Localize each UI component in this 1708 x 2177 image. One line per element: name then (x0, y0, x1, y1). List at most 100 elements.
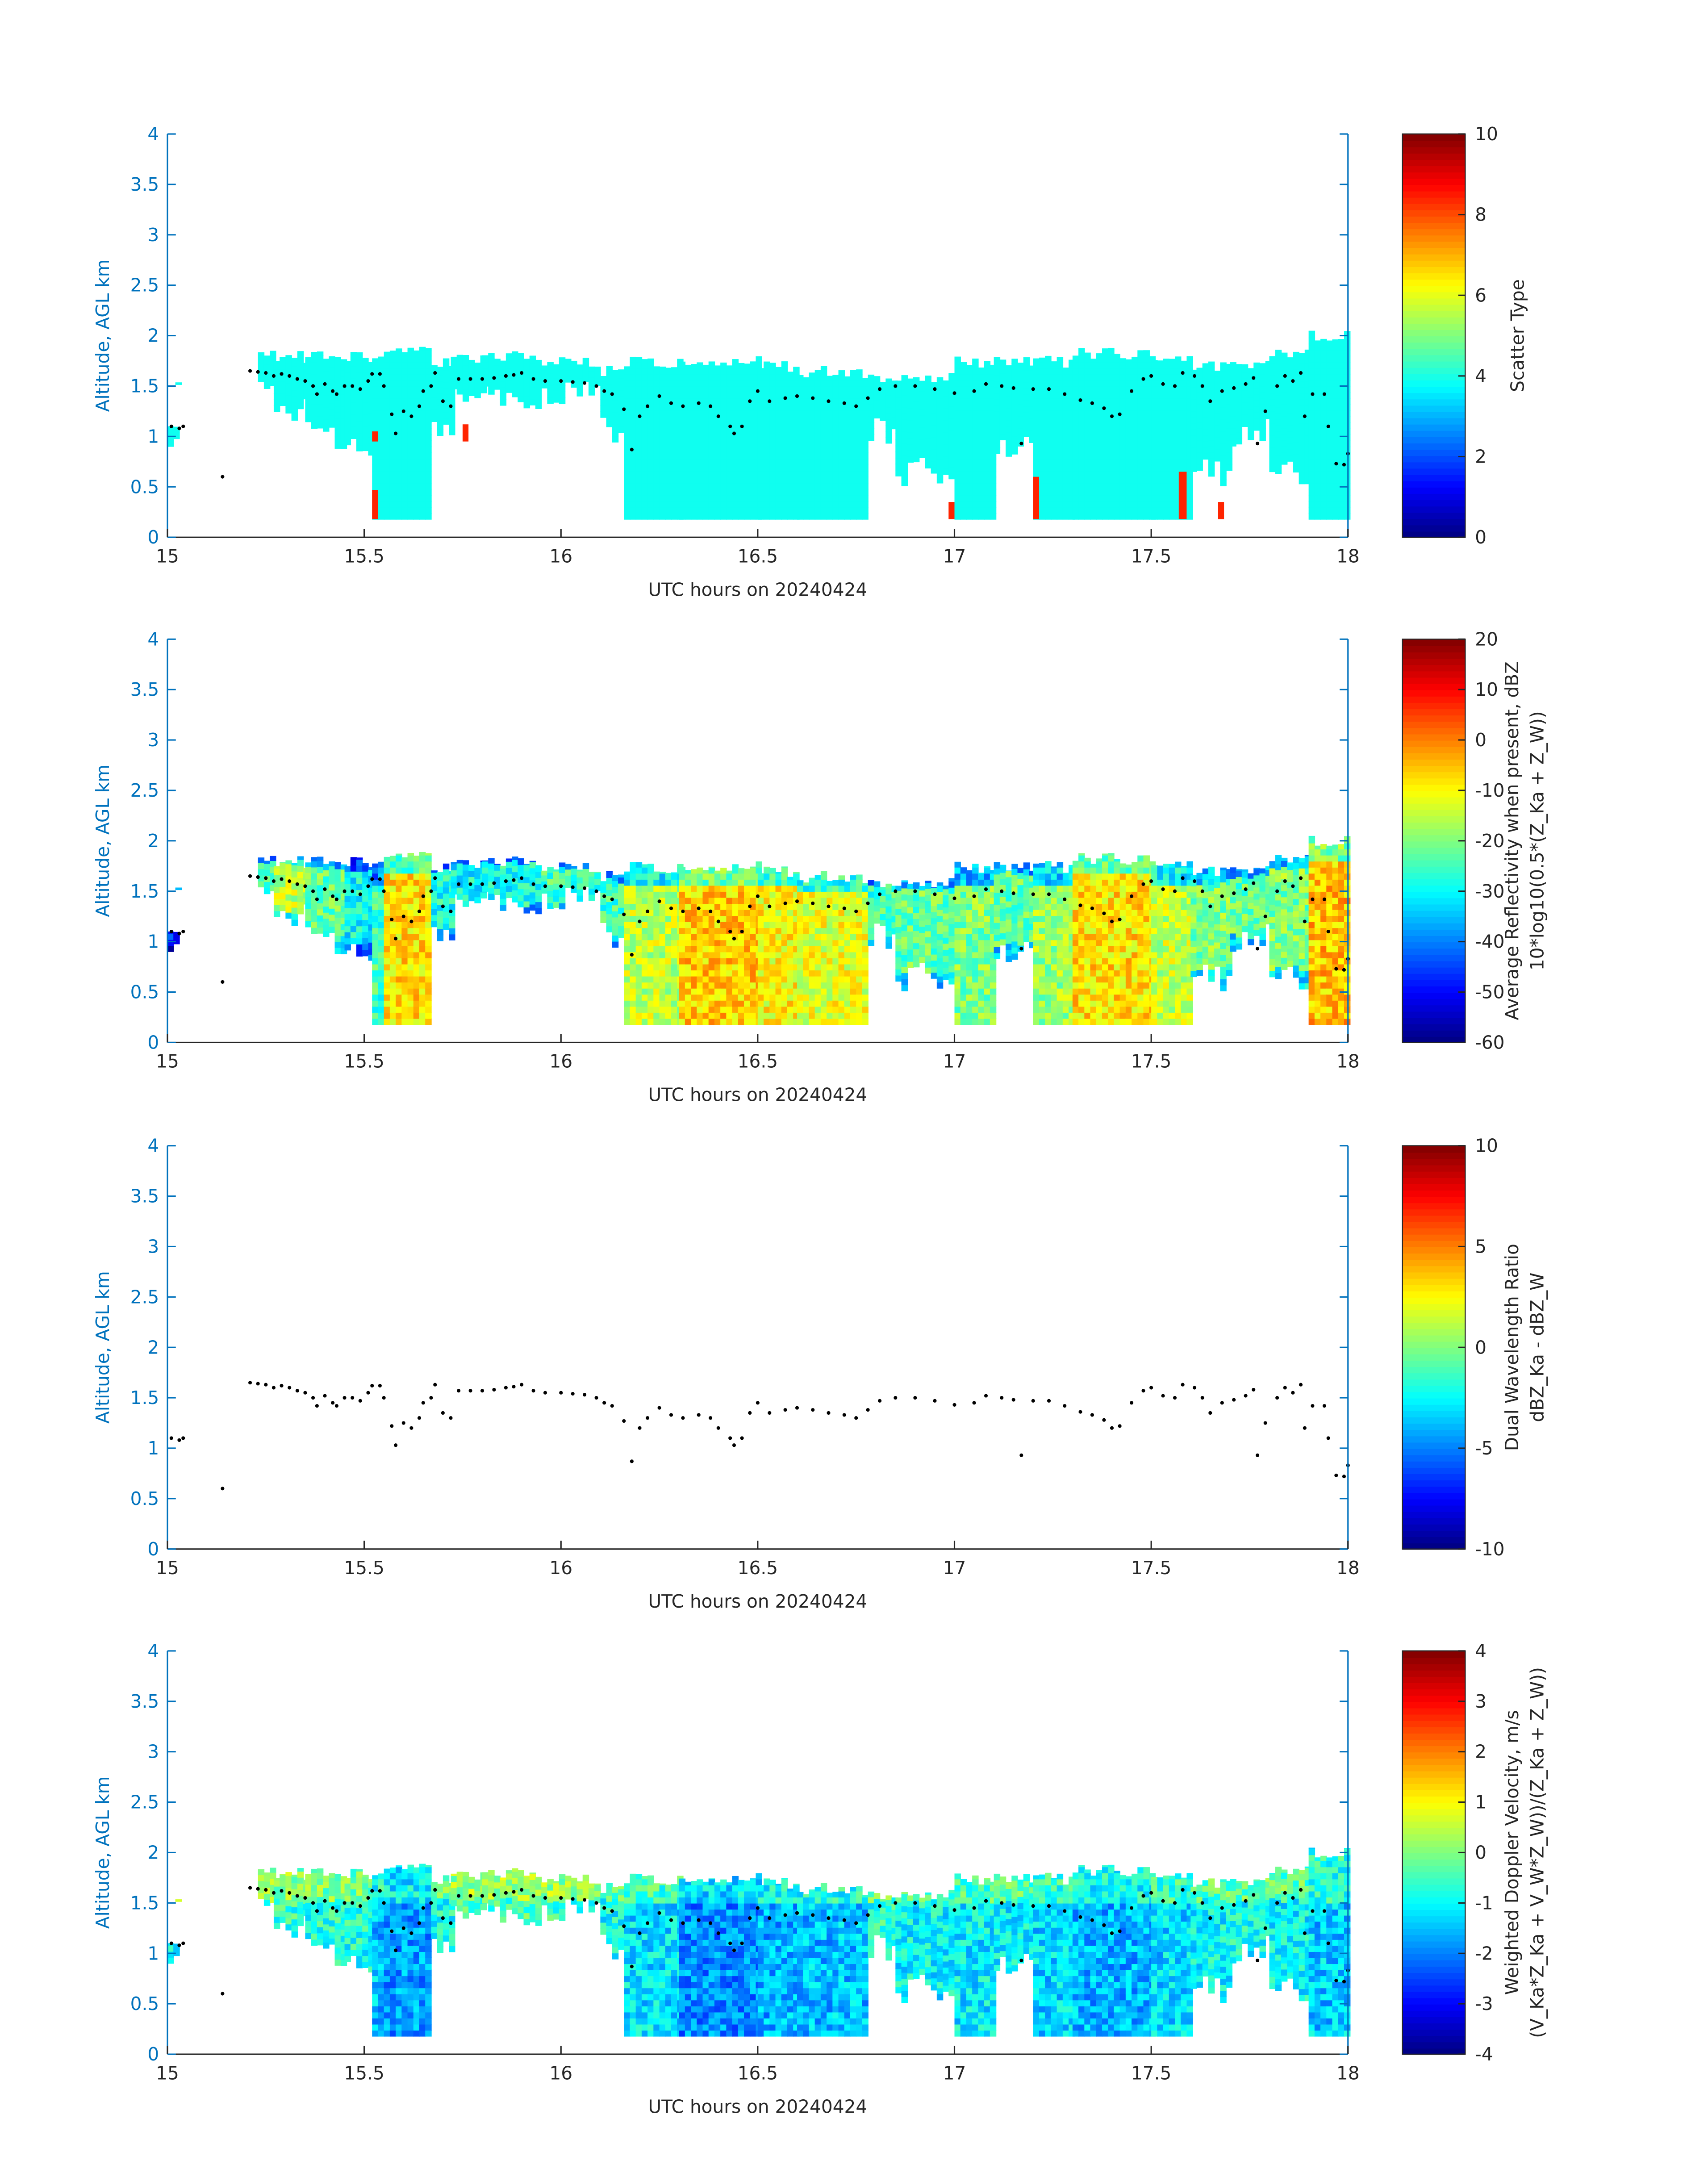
heatmap-cell (775, 440, 782, 447)
heatmap-cell (1308, 355, 1315, 363)
heatmap-cell (832, 416, 839, 423)
heatmap-cell (659, 404, 666, 411)
heatmap-cell (1033, 464, 1040, 472)
heatmap-cell (468, 371, 475, 378)
heatmap-cell (647, 976, 654, 983)
heatmap-cell (931, 449, 938, 455)
heatmap-cell (972, 464, 979, 472)
heatmap-cell (1175, 452, 1182, 460)
heatmap-cell (518, 864, 524, 871)
heatmap-cell (943, 408, 949, 414)
heatmap-cell (474, 373, 481, 380)
heatmap-cell (588, 882, 595, 889)
heatmap-cell (384, 410, 391, 417)
heatmap-cell (1125, 410, 1132, 417)
heatmap-cell (1119, 428, 1127, 435)
heatmap-cell (258, 357, 265, 364)
heatmap-cell (931, 382, 938, 389)
heatmap-cell (419, 513, 426, 520)
heatmap-cell (948, 442, 955, 449)
heatmap-cell (797, 434, 804, 441)
heatmap-cell (456, 355, 464, 359)
heatmap-cell (1175, 392, 1182, 399)
heatmap-cell (1108, 428, 1115, 435)
heatmap-cell (384, 351, 391, 356)
heatmap-cell (1214, 437, 1221, 443)
heatmap-cell (1039, 380, 1046, 387)
heatmap-cell (1214, 430, 1221, 438)
heatmap-cell (523, 907, 530, 914)
heatmap-cell (1269, 356, 1276, 364)
heatmap-cell (1114, 446, 1120, 453)
heatmap-cell (925, 407, 931, 414)
heatmap-cell (978, 471, 985, 477)
heatmap-cell (407, 350, 414, 356)
heatmap-cell (1163, 434, 1170, 441)
heatmap-cell (1196, 368, 1203, 374)
heatmap-cell (1293, 411, 1299, 418)
heatmap-cell (280, 898, 286, 905)
heatmap-cell (671, 921, 678, 928)
heatmap-cell (273, 387, 280, 394)
cloud-top-point (401, 409, 405, 413)
heatmap-cell (1181, 360, 1187, 363)
heatmap-cell (960, 464, 967, 472)
heatmap-cell (647, 873, 654, 880)
heatmap-cell (413, 410, 420, 417)
heatmap-cell (954, 422, 961, 429)
heatmap-cell (1275, 467, 1282, 474)
heatmap-cell (885, 437, 892, 444)
heatmap-cell (389, 927, 397, 934)
heatmap-cell (362, 895, 369, 902)
heatmap-cell (1344, 471, 1351, 477)
heatmap-cell (329, 409, 335, 416)
heatmap-cell (449, 422, 455, 430)
heatmap-cell (425, 434, 432, 441)
heatmap-cell (1151, 368, 1158, 375)
heatmap-cell (389, 501, 397, 508)
heatmap-cell (1033, 386, 1040, 393)
heatmap-cell (1057, 452, 1064, 460)
cloud-top-point (1181, 371, 1185, 375)
heatmap-cell (523, 371, 530, 378)
heatmap-cell (1293, 369, 1299, 376)
heatmap-cell (624, 927, 631, 934)
cloud-top-point (984, 382, 988, 386)
heatmap-cell (474, 391, 481, 398)
heatmap-cell (413, 891, 420, 898)
heatmap-cell (850, 483, 857, 489)
heatmap-cell (407, 879, 414, 886)
heatmap-cell (787, 446, 794, 453)
heatmap-cell (541, 365, 548, 371)
heatmap-cell (1078, 380, 1085, 387)
heatmap-cell (1033, 374, 1040, 381)
colorbar-swatch (1402, 524, 1466, 532)
heatmap-cell (856, 440, 863, 447)
heatmap-cell (401, 1000, 408, 1007)
heatmap-cell (407, 1006, 414, 1013)
heatmap-cell (437, 898, 444, 905)
heatmap-cell (384, 933, 391, 940)
heatmap-cell (384, 969, 391, 977)
heatmap-cell (1096, 353, 1103, 356)
heatmap-cell (978, 368, 985, 375)
heatmap-cell (1078, 446, 1085, 453)
heatmap-cell (635, 933, 643, 940)
heatmap-cell (1023, 381, 1030, 389)
heatmap-cell (750, 459, 756, 465)
heatmap-cell (1308, 386, 1315, 393)
heatmap-cell (630, 392, 636, 399)
heatmap-cell (407, 909, 414, 916)
heatmap-cell (659, 945, 666, 953)
heatmap-cell (797, 392, 804, 399)
heatmap-cell (726, 374, 733, 381)
heatmap-cell (659, 903, 666, 910)
heatmap-cell (505, 873, 513, 880)
heatmap-cell (1299, 453, 1306, 460)
heatmap-cell (1084, 513, 1091, 520)
heatmap-cell (936, 392, 944, 399)
heatmap-cell (1157, 513, 1164, 520)
colorbar-swatch (1402, 241, 1466, 248)
heatmap-cell (653, 434, 660, 441)
